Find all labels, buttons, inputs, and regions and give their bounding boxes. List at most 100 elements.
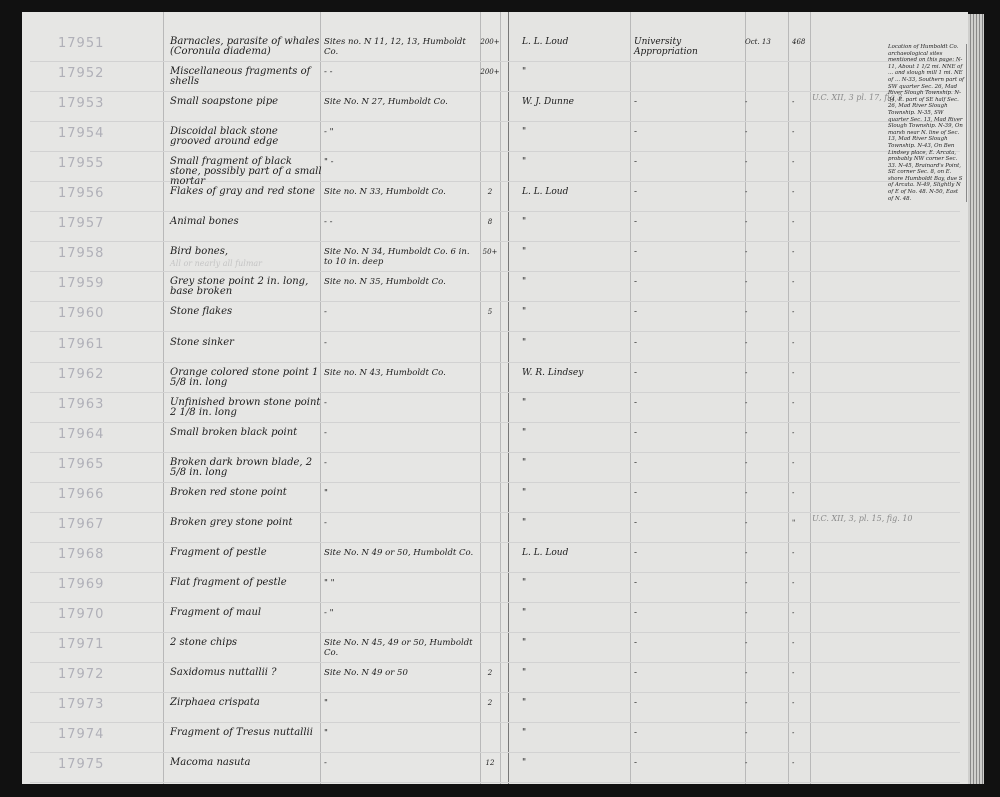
book-gutter [508, 12, 509, 784]
collector: " [522, 638, 527, 648]
ledger-row: 17965 Broken dark brown blade, 2 5/8 in. … [0, 454, 1000, 484]
catalog-number: 17969 [58, 577, 105, 592]
collector: " [522, 668, 527, 678]
catalog-number: 17970 [58, 607, 105, 622]
acquisition: - [634, 217, 638, 227]
date: - [745, 489, 748, 497]
column-rule [500, 12, 501, 784]
locality: - " [324, 608, 334, 618]
accession-number: - [792, 188, 795, 196]
date: - [745, 308, 748, 316]
catalog-number: 17972 [58, 667, 105, 682]
ledger-row: 17956 Flakes of gray and red stone Site no… [0, 183, 1000, 213]
accession-number: - [792, 339, 795, 347]
description: Bird bones, [170, 246, 228, 257]
catalog-number: 17959 [58, 276, 105, 291]
ruled-line [30, 392, 960, 393]
collector: L. L. Loud [522, 548, 569, 558]
locality: - [324, 307, 327, 317]
site-location-note: Location of Humboldt Co. archaeological … [888, 44, 967, 203]
right-ledger-page [508, 12, 968, 784]
ledger-row: 17960 Stone flakes - 5 " - - - [0, 303, 1000, 333]
catalog-number: 17954 [58, 126, 105, 141]
description: Fragment of pestle [170, 547, 267, 558]
count: 5 [487, 308, 493, 316]
collector: " [522, 698, 527, 708]
ledger-row: 17975 Macoma nasuta - 12 " - - - [0, 754, 1000, 784]
date: - [745, 519, 748, 527]
ledger-row: 17958 Bird bones, All or nearly all fulmar… [0, 243, 1000, 273]
count: 200+ [480, 38, 500, 46]
catalog-number: 17966 [58, 487, 105, 502]
date: - [745, 128, 748, 136]
acquisition: - [634, 338, 638, 348]
description: Stone flakes [170, 306, 233, 317]
collector: " [522, 488, 527, 498]
acquisition: - [634, 668, 638, 678]
ledger-row: 17967 Broken grey stone point - " - - " U.C. XI… [0, 514, 1000, 544]
ledger-row: 17952 Miscellaneous fragments of shells - … [0, 63, 1000, 93]
collector: " [522, 277, 527, 287]
acquisition: - [634, 608, 638, 618]
accession-number: - [792, 308, 795, 316]
acquisition: - [634, 458, 638, 468]
acquisition: - [634, 728, 638, 738]
locality: Site No. N 49 or 50 [324, 668, 408, 678]
locality: Site No. N 49 or 50, Humboldt Co. [324, 548, 474, 558]
description: Saxidomus nuttallii ? [170, 667, 277, 678]
locality: - [324, 518, 327, 528]
catalog-number: 17971 [58, 637, 105, 652]
locality: Site No. N 27, Humboldt Co. [324, 97, 448, 107]
column-rule [630, 12, 631, 784]
ruled-line [30, 271, 960, 272]
ledger-row: 17969 Flat fragment of pestle " " " - - - [0, 574, 1000, 604]
catalog-number: 17953 [58, 96, 105, 111]
description: Zirphaea crispata [170, 697, 260, 708]
ruled-line [30, 722, 960, 723]
collector: " [522, 338, 527, 348]
column-rule [745, 12, 746, 784]
accession-number: - [792, 669, 795, 677]
accession-number: - [792, 278, 795, 286]
date: - [745, 339, 748, 347]
accession-number: - [792, 248, 795, 256]
count: 2 [487, 669, 493, 677]
ruled-line [30, 422, 960, 423]
remarks: U.C. XII, 3, pl. 15, fig. 10 [812, 514, 913, 523]
ledger-row: 17953 Small soapstone pipe Site No. N 27, … [0, 93, 1000, 123]
count: 2 [487, 188, 493, 196]
collector: " [522, 247, 527, 257]
count: 200+ [480, 68, 500, 76]
locality: - - [324, 67, 333, 77]
ruled-line [30, 121, 960, 122]
acquisition: - [634, 428, 638, 438]
ledger-row: 17962 Orange colored stone point 1 5/8 in… [0, 364, 1000, 394]
date: - [745, 459, 748, 467]
catalog-number: 17952 [58, 66, 105, 81]
acquisition: - [634, 247, 638, 257]
ruled-line [30, 572, 960, 573]
accession-number: - [792, 399, 795, 407]
locality: - " [324, 127, 334, 137]
accession-number: - [792, 158, 795, 166]
description: Barnacles, parasite of whales (Coronula … [170, 36, 320, 57]
locality: Site no. N 33, Humboldt Co. [324, 187, 446, 197]
remarks: U.C. XII, 3 pl. 17, fig 3 [812, 93, 903, 102]
ledger-row: 17964 Small broken black point - " - - - [0, 424, 1000, 454]
ruled-line [30, 211, 960, 212]
date: - [745, 188, 748, 196]
page-edges [968, 14, 984, 784]
catalog-number: 17957 [58, 216, 105, 231]
collector: " [522, 608, 527, 618]
acquisition: - [634, 277, 638, 287]
collector: " [522, 157, 527, 167]
ledger-row: 17974 Fragment of Tresus nuttallii " " - - - [0, 724, 1000, 754]
description: Grey stone point 2 in. long, base broken [170, 276, 309, 297]
ruled-line [30, 692, 960, 693]
description: Broken grey stone point [170, 517, 293, 528]
ruled-line [30, 632, 960, 633]
accession-number: - [792, 759, 795, 767]
description: Fragment of Tresus nuttallii [170, 727, 313, 738]
locality: - - [324, 217, 333, 227]
date: - [745, 579, 748, 587]
